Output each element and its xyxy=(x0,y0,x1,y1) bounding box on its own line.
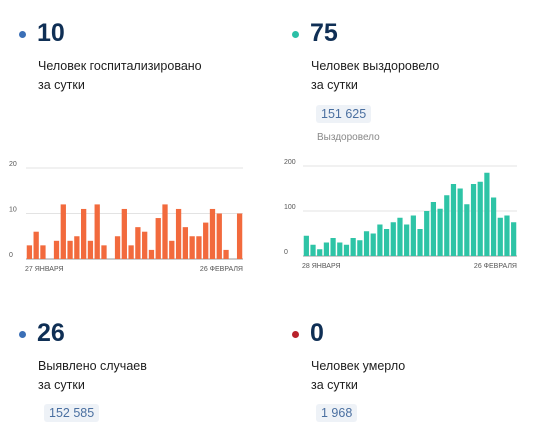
hospitalized-chart-bar xyxy=(189,236,195,259)
recovered-chart-y-tick: 0 xyxy=(284,249,288,256)
recovered-dot xyxy=(292,31,299,38)
hospitalized-chart-bar xyxy=(114,236,121,259)
recovered-chart-bar xyxy=(397,217,403,256)
recovered-chart-bar xyxy=(330,238,336,256)
hospitalized-chart-bar xyxy=(155,218,161,259)
died-label-line1: Человек умерло xyxy=(311,359,406,373)
hospitalized-dot xyxy=(19,31,26,38)
hospitalized-chart-bar xyxy=(60,204,66,259)
hospitalized-chart-bar xyxy=(203,222,209,259)
recovered-chart-x-end-label: 26 ФЕВРАЛЯ xyxy=(474,263,517,270)
hospitalized-chart-bar xyxy=(236,213,243,259)
hospitalized-chart-bar xyxy=(142,231,148,259)
recovered-chart-bar xyxy=(450,184,457,256)
hospitalized-chart-bar xyxy=(169,240,175,259)
hospitalized-chart-bar xyxy=(162,204,168,259)
died-dot xyxy=(292,331,299,338)
recovered-chart-bar xyxy=(484,172,490,256)
cases-label-line1: Выявлено случаев xyxy=(38,359,147,373)
recovered-chart-x-start-label: 28 ЯНВАРЯ xyxy=(302,263,341,270)
hospitalized-label-line2: за сутки xyxy=(38,78,85,92)
recovered-label-line2: за сутки xyxy=(311,78,358,92)
recovered-chart-bar xyxy=(490,197,497,256)
hospitalized-chart-bar xyxy=(67,240,73,259)
hospitalized-label: Человек госпитализировано за сутки xyxy=(38,57,202,95)
recovered-chart-bar xyxy=(390,222,396,256)
hospitalized-chart-bar xyxy=(80,208,87,259)
hospitalized-chart-bar xyxy=(121,208,127,259)
recovered-chart-bar xyxy=(383,229,390,256)
hospitalized-chart-bar xyxy=(182,227,189,259)
recovered-chart-bar xyxy=(424,211,430,256)
recovered-chart-bar xyxy=(430,202,437,256)
recovered-chart-bar xyxy=(511,222,517,256)
hospitalized-chart-bar xyxy=(94,204,100,259)
hospitalized-chart-bar xyxy=(53,240,60,259)
recovered-value: 75 xyxy=(310,19,338,47)
hospitalized-chart-y-tick: 10 xyxy=(9,207,17,214)
hospitalized-chart-bar xyxy=(128,245,134,259)
hospitalized-chart-bar xyxy=(87,240,94,259)
hospitalized-chart-bar xyxy=(135,227,141,259)
hospitalized-chart-bar xyxy=(216,213,222,259)
recovered-chart-bar xyxy=(337,242,343,256)
recovered-chart-bar xyxy=(417,229,423,256)
hospitalized-chart-bar xyxy=(40,245,46,259)
hospitalized-chart-bar xyxy=(196,236,202,259)
recovered-chart-bar xyxy=(343,244,350,256)
recovered-chart-bar xyxy=(470,184,477,256)
recovered-chart-y-tick: 200 xyxy=(284,159,296,166)
cases-value: 26 xyxy=(37,319,65,347)
cases-total: 152 585 xyxy=(44,404,100,422)
recovered-chart-bar xyxy=(404,224,410,256)
recovered-chart-bar xyxy=(477,181,483,256)
recovered-chart-bar xyxy=(323,242,330,256)
hospitalized-chart-bar xyxy=(26,245,33,259)
hospitalized-chart: 0 10 20 27 ЯНВАРЯ 26 ФЕВРАЛЯ xyxy=(9,161,243,273)
hospitalized-chart-bar xyxy=(175,208,182,259)
recovered-chart-bar xyxy=(504,215,510,256)
recovered-chart-bar xyxy=(350,238,356,256)
recovered-chart-bar xyxy=(464,204,470,256)
recovered-chart-bar xyxy=(310,244,316,256)
died-value: 0 xyxy=(310,319,324,347)
hospitalized-chart-bar xyxy=(148,249,155,259)
cases-dot xyxy=(19,331,26,338)
recovered-chart-bar xyxy=(317,249,323,256)
recovered-chart-bar xyxy=(444,195,450,256)
hospitalized-chart-bar xyxy=(209,208,216,259)
hospitalized-value: 10 xyxy=(37,19,65,47)
hospitalized-label-line1: Человек госпитализировано xyxy=(38,59,202,73)
hospitalized-chart-bar xyxy=(33,231,39,259)
died-total: 1 968 xyxy=(316,404,358,422)
recovered-chart-y-tick: 100 xyxy=(284,204,296,211)
recovered-chart-bar xyxy=(370,233,376,256)
cases-label: Выявлено случаев за сутки xyxy=(38,357,147,395)
recovered-chart-bar xyxy=(303,235,309,256)
recovered-chart-bar xyxy=(437,208,443,256)
recovered-total: 151 625 xyxy=(316,105,372,123)
recovered-total-caption: Выздоровело xyxy=(317,132,380,143)
recovered-chart-bar xyxy=(377,224,383,256)
recovered-chart-bar xyxy=(497,217,503,256)
hospitalized-chart-x-start-label: 27 ЯНВАРЯ xyxy=(25,266,64,273)
hospitalized-chart-x-end-label: 26 ФЕВРАЛЯ xyxy=(200,266,243,273)
recovered-label-line1: Человек выздоровело xyxy=(311,59,440,73)
hospitalized-chart-bar xyxy=(74,236,80,259)
hospitalized-chart-y-tick: 0 xyxy=(9,252,13,259)
died-label-line2: за сутки xyxy=(311,378,358,392)
recovered-chart-bar xyxy=(363,231,370,256)
recovered-chart: 0 100 200 28 ЯНВАРЯ 26 ФЕВРАЛЯ xyxy=(284,159,517,270)
cases-label-line2: за сутки xyxy=(38,378,85,392)
hospitalized-chart-y-tick: 20 xyxy=(9,161,17,168)
died-label: Человек умерло за сутки xyxy=(311,357,405,395)
recovered-chart-bar xyxy=(457,188,463,256)
recovered-chart-bar xyxy=(410,215,416,256)
recovered-label: Человек выздоровело за сутки xyxy=(311,57,439,95)
hospitalized-chart-bar xyxy=(223,249,229,259)
recovered-chart-bar xyxy=(357,240,363,256)
hospitalized-chart-bar xyxy=(101,245,107,259)
